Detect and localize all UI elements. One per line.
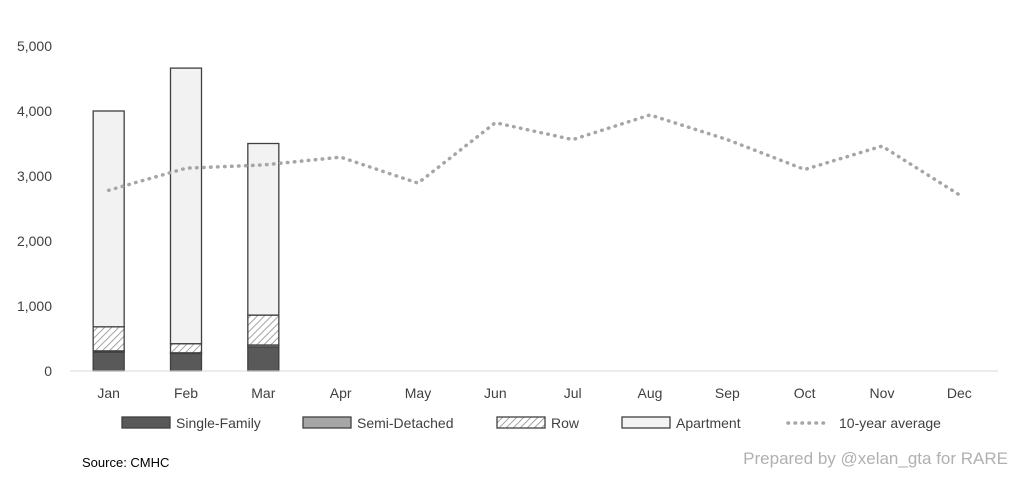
y-tick-label: 2,000 <box>17 233 52 249</box>
bar-apartment-feb <box>169 67 203 345</box>
bar-single-family-jan <box>92 351 125 372</box>
legend: Single-Family Semi-Detached Row Apartment 10… <box>121 415 941 431</box>
bars <box>92 67 280 372</box>
legend-label-apartment: Apartment <box>676 415 741 431</box>
x-tick-label: Apr <box>330 385 352 401</box>
x-tick-label: Jun <box>484 385 507 401</box>
bar-apartment-mar <box>247 142 280 316</box>
bar-row-jan <box>92 326 125 352</box>
legend-label-row: Row <box>551 415 580 431</box>
y-tick-label: 5,000 <box>17 38 52 54</box>
legend-label-semi-detached: Semi-Detached <box>357 415 454 431</box>
x-tick-label: Aug <box>638 385 663 401</box>
y-tick-label: 0 <box>44 363 52 379</box>
legend-swatch-row <box>496 416 546 429</box>
bar-row-mar <box>247 314 280 346</box>
bar-single-family-feb <box>169 352 203 372</box>
source-note: Source: CMHC <box>82 455 170 470</box>
line-10-year-average <box>106 113 962 197</box>
x-tick-label: Jan <box>97 385 120 401</box>
y-tick-label: 3,000 <box>17 168 52 184</box>
x-tick-label: Dec <box>947 385 972 401</box>
legend-label-single-family: Single-Family <box>176 415 261 431</box>
x-tick-label: May <box>405 385 431 401</box>
y-tick-label: 4,000 <box>17 103 52 119</box>
legend-swatch-semi-detached <box>302 416 352 429</box>
x-tick-label: Sep <box>715 385 740 401</box>
bar-single-family-mar <box>247 346 280 372</box>
x-tick-label: Jul <box>564 385 582 401</box>
average-line <box>106 113 962 197</box>
x-axis: Jan Feb Mar Apr May Jun Jul Aug Sep Oct Nov Dec <box>97 385 971 401</box>
legend-label-10-year-average: 10-year average <box>839 415 941 431</box>
x-tick-label: Oct <box>794 385 816 401</box>
bar-apartment-jan <box>92 110 125 328</box>
legend-swatch-single-family <box>121 416 171 429</box>
legend-swatch-apartment <box>621 416 671 429</box>
bar-row-feb <box>169 343 203 354</box>
y-tick-label: 1,000 <box>17 298 52 314</box>
x-tick-label: Mar <box>251 385 275 401</box>
x-tick-label: Feb <box>174 385 198 401</box>
credit-note: Prepared by @xelan_gta for RARE <box>743 449 1008 468</box>
x-tick-label: Nov <box>870 385 895 401</box>
y-axis: 0 1,000 2,000 3,000 4,000 5,000 <box>17 38 52 379</box>
